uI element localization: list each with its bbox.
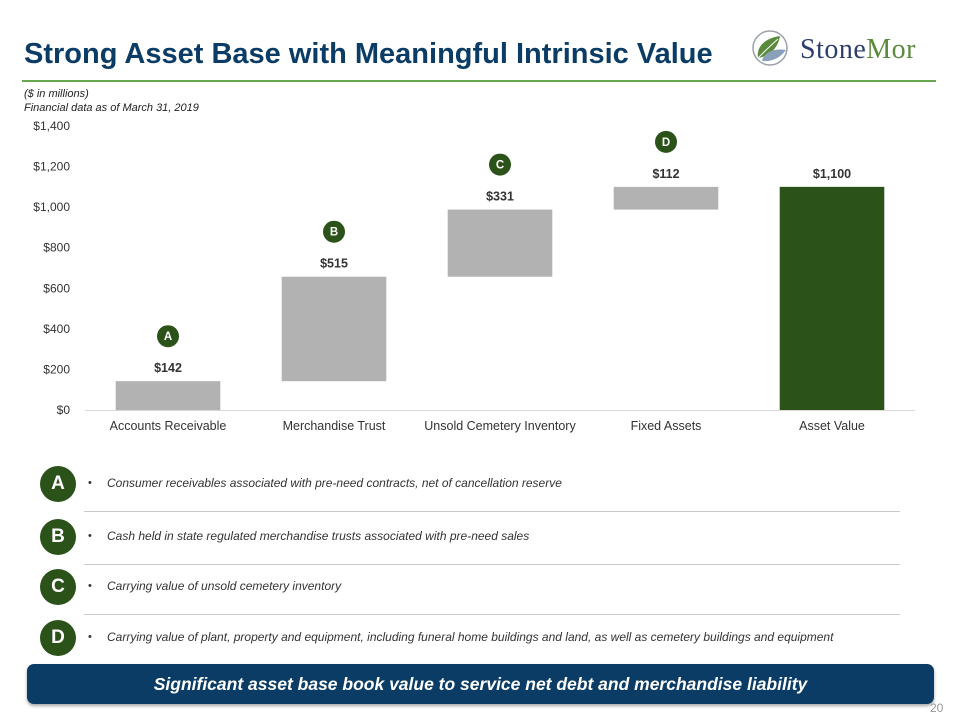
logo-word-mor: Mor	[866, 34, 917, 65]
data-label: $331	[486, 190, 514, 204]
bar-3	[447, 209, 553, 277]
x-tick-label: Accounts Receivable	[110, 419, 227, 433]
y-tick-label: $1,000	[33, 200, 70, 214]
legend-text-c: Carrying value of unsold cemetery invent…	[107, 579, 342, 593]
x-tick-label: Merchandise Trust	[283, 419, 386, 433]
title-divider	[22, 80, 936, 82]
as-of-note: Financial data as of March 31, 2019	[24, 102, 199, 114]
legend-item-d: D • Carrying value of plant, property an…	[40, 620, 900, 660]
logo-word-stone: Stone	[800, 34, 867, 65]
bullet-icon: •	[88, 580, 92, 592]
x-tick-label: Asset Value	[799, 419, 865, 433]
legend-letter-c: C	[40, 569, 76, 605]
legend-divider	[84, 564, 900, 565]
marker-circle-c	[489, 153, 511, 176]
legend-text-d: Carrying value of plant, property and eq…	[107, 630, 834, 644]
units-note: ($ in millions)	[24, 88, 89, 100]
legend-item-b: B • Cash held in state regulated merchan…	[40, 519, 900, 565]
logo-wordmark: StoneMor	[800, 34, 916, 66]
y-tick-label: $600	[43, 281, 70, 295]
y-tick-label: $1,400	[33, 119, 70, 133]
legend-divider	[84, 511, 900, 512]
y-tick-label: $800	[43, 241, 70, 255]
legend-text-a: Consumer receivables associated with pre…	[107, 476, 562, 490]
data-label: $142	[154, 361, 182, 375]
bar-2	[281, 276, 387, 382]
marker-circle-d	[655, 130, 677, 153]
y-tick-label: $400	[43, 322, 70, 336]
marker-letter: D	[662, 137, 670, 149]
legend-letter-d: D	[40, 620, 76, 656]
bullet-icon: •	[88, 631, 92, 643]
bars: $142 A $515 B $331 C $112 D $1,100	[115, 130, 885, 410]
legend-letter-b: B	[40, 519, 76, 555]
y-tick-label: $200	[43, 362, 70, 376]
marker-circle-b	[323, 220, 345, 243]
slide-title: Strong Asset Base with Meaningful Intrin…	[24, 38, 713, 70]
y-tick-label: $1,200	[33, 160, 70, 174]
bullet-icon: •	[88, 530, 92, 542]
x-tick-label: Unsold Cemetery Inventory	[424, 419, 576, 433]
data-label: $112	[652, 167, 679, 181]
legend-divider	[84, 614, 900, 615]
bullet-icon: •	[88, 477, 92, 489]
marker-letter: B	[330, 227, 338, 239]
stonemor-logo: StoneMor	[750, 28, 940, 72]
legend-item-a: A • Consumer receivables associated with…	[40, 466, 900, 512]
bar-1	[115, 381, 221, 410]
page-number: 20	[930, 701, 944, 715]
x-axis: Accounts Receivable Merchandise Trust Unso…	[110, 419, 865, 433]
x-tick-label: Fixed Assets	[631, 419, 702, 433]
bar-4	[613, 186, 719, 210]
data-label: $1,100	[813, 167, 851, 181]
legend-item-c: C • Carrying value of unsold cemetery in…	[40, 569, 900, 615]
leaf-logo-icon	[752, 30, 788, 66]
legend-text-b: Cash held in state regulated merchandise…	[107, 529, 530, 543]
legend-letter-a: A	[40, 466, 76, 502]
marker-circle-a	[157, 325, 179, 348]
y-tick-label: $0	[57, 403, 71, 417]
data-label: $515	[320, 257, 348, 271]
y-axis: $0 $200 $400 $600 $800 $1,000 $1,200 $1,400	[33, 119, 915, 417]
summary-banner: Significant asset base book value to ser…	[27, 664, 934, 704]
marker-letter: A	[164, 331, 172, 343]
marker-letter: C	[496, 160, 504, 172]
waterfall-chart: $0 $200 $400 $600 $800 $1,000 $1,200 $1,400 $14…	[33, 119, 915, 433]
bar-5	[779, 186, 885, 410]
